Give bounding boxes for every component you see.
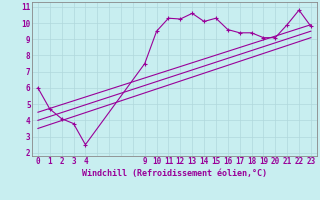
X-axis label: Windchill (Refroidissement éolien,°C): Windchill (Refroidissement éolien,°C) <box>82 169 267 178</box>
